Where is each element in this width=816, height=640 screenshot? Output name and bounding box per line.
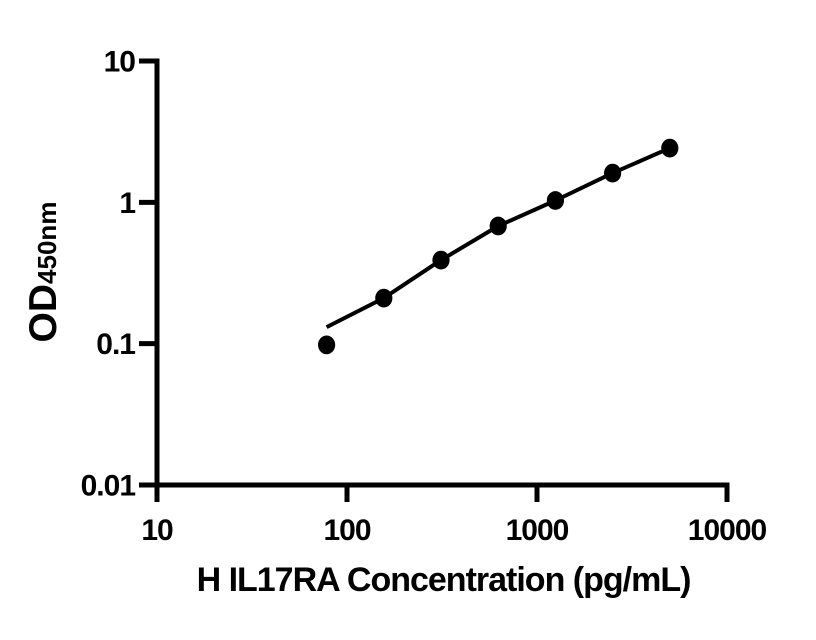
x-axis-title: H IL17RA Concentration (pg/mL) <box>196 561 692 599</box>
axis-spines <box>154 58 730 488</box>
y-tick-label: 0.01 <box>81 470 136 503</box>
x-tick-label: 10000 <box>688 514 767 547</box>
y-tick-label: 0.1 <box>96 328 135 361</box>
data-point-marker <box>604 163 622 183</box>
x-tick-label: 100 <box>323 514 370 547</box>
x-tick-label: 1000 <box>506 514 569 547</box>
y-axis-title: OD450nm <box>22 202 66 343</box>
y-axis-title-subscript: 450nm <box>32 201 62 284</box>
data-point-marker <box>318 335 336 355</box>
data-point-marker <box>375 288 393 308</box>
data-point-marker <box>661 138 679 158</box>
data-point-marker <box>489 216 507 236</box>
x-tick-label: 10 <box>141 514 173 547</box>
data-point-marker <box>432 250 450 270</box>
y-tick-label: 1 <box>119 187 135 220</box>
data-point-marker <box>546 191 565 210</box>
y-tick-label: 10 <box>104 46 136 79</box>
y-axis-title-main: OD <box>22 283 65 343</box>
series-layer <box>318 138 679 355</box>
